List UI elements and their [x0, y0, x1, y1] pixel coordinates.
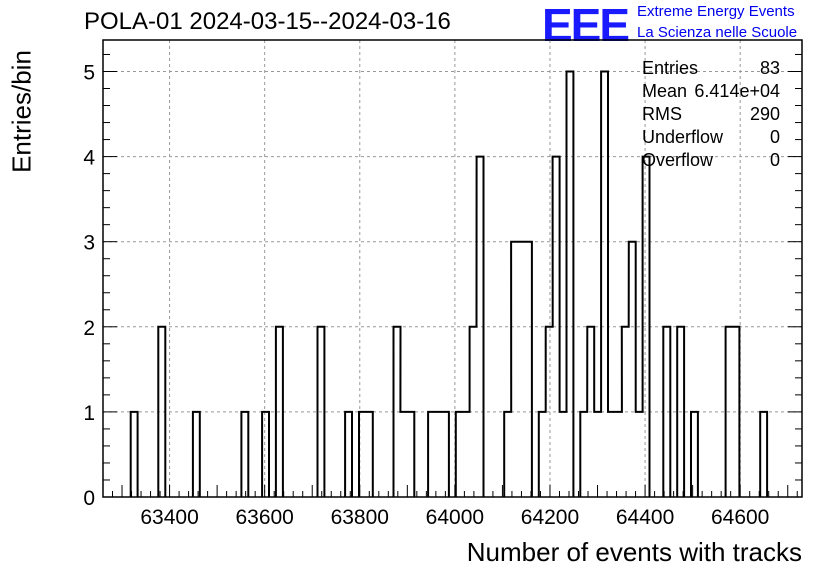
plot-frame — [102, 39, 803, 498]
stat-name: Entries — [642, 58, 699, 78]
stats-box: Entries 83 Mean 6.414e+04 RMS 290 Underf… — [642, 58, 780, 173]
x-tick-label: 64000 — [426, 506, 484, 529]
stat-value: 0 — [769, 150, 780, 170]
x-tick-label: 63600 — [235, 506, 293, 529]
stat-row-rms: RMS 290 — [642, 104, 780, 127]
stat-value: 0 — [769, 127, 780, 147]
stat-row-mean: Mean 6.414e+04 — [642, 81, 780, 104]
stat-row-underflow: Underflow 0 — [642, 127, 780, 150]
stat-name: Underflow — [642, 127, 724, 147]
brand-line-1: Extreme Energy Events — [637, 3, 795, 20]
chart-title: POLA-01 2024-03-15--2024-03-16 — [84, 8, 451, 35]
stat-row-entries: Entries 83 — [642, 58, 780, 81]
x-axis-label: Number of events with tracks — [466, 537, 802, 567]
x-tick-label: 63800 — [331, 506, 389, 529]
x-tick-label: 63400 — [140, 506, 198, 529]
stat-row-overflow: Overflow 0 — [642, 150, 780, 173]
x-tick-label: 64200 — [521, 506, 579, 529]
stat-value: 83 — [759, 58, 780, 78]
stat-name: RMS — [642, 104, 682, 124]
y-tick-label: 2 — [83, 317, 95, 340]
x-tick-label: 64600 — [711, 506, 769, 529]
stat-value: 290 — [749, 104, 780, 124]
y-tick-label: 1 — [83, 402, 95, 425]
brand-line-2: La Scienza nelle Scuole — [637, 24, 798, 41]
stat-name: Mean — [642, 81, 688, 101]
stat-value: 6.414e+04 — [694, 81, 780, 101]
y-tick-label: 4 — [83, 147, 95, 170]
y-tick-label: 5 — [83, 61, 95, 84]
y-axis-label: Entries/bin — [6, 50, 37, 173]
y-tick-label: 3 — [83, 232, 95, 255]
histogram-line — [129, 70, 769, 497]
y-tick-label: 0 — [83, 487, 95, 510]
x-tick-label: 64400 — [616, 506, 674, 529]
stat-name: Overflow — [642, 150, 714, 170]
